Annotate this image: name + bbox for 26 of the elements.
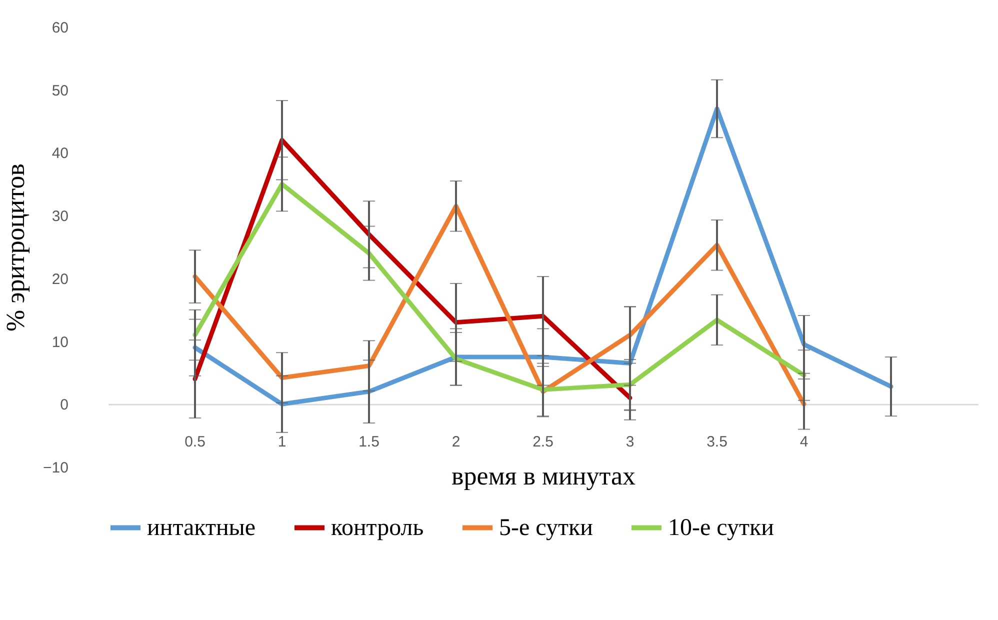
x-tick-label: 4 bbox=[800, 434, 808, 451]
legend-label: 10-е сутки bbox=[668, 514, 774, 541]
line-series bbox=[192, 138, 632, 400]
x-tick-label: 0.5 bbox=[184, 434, 206, 451]
y-tick-label: 50 bbox=[52, 82, 68, 100]
y-axis-title: % эритроцитов bbox=[1, 163, 30, 332]
legend-label: 5-е сутки bbox=[499, 514, 594, 541]
legend-label: интактные bbox=[147, 514, 256, 541]
x-axis-title: время в минутах bbox=[451, 462, 636, 491]
x-tick-label: 1.5 bbox=[358, 434, 380, 451]
x-tick-label: 3.5 bbox=[706, 434, 728, 451]
line-series bbox=[192, 182, 806, 392]
y-tick-label: 20 bbox=[52, 270, 68, 288]
y-tick-label: 60 bbox=[52, 20, 68, 36]
x-tick-label: 2 bbox=[452, 434, 460, 451]
y-tick-label: −10 bbox=[43, 460, 68, 476]
y-tick-label: 40 bbox=[52, 145, 68, 162]
y-tick-label: 10 bbox=[52, 334, 68, 351]
legend-label: контроль bbox=[331, 514, 424, 541]
y-tick-label: 30 bbox=[52, 208, 68, 226]
line-series bbox=[192, 204, 806, 406]
y-tick-label: 0 bbox=[60, 396, 68, 414]
x-tick-label: 2.5 bbox=[532, 434, 554, 451]
x-tick-label: 3 bbox=[626, 434, 634, 451]
x-tick-label: 1 bbox=[278, 434, 286, 451]
line-series bbox=[192, 106, 894, 406]
